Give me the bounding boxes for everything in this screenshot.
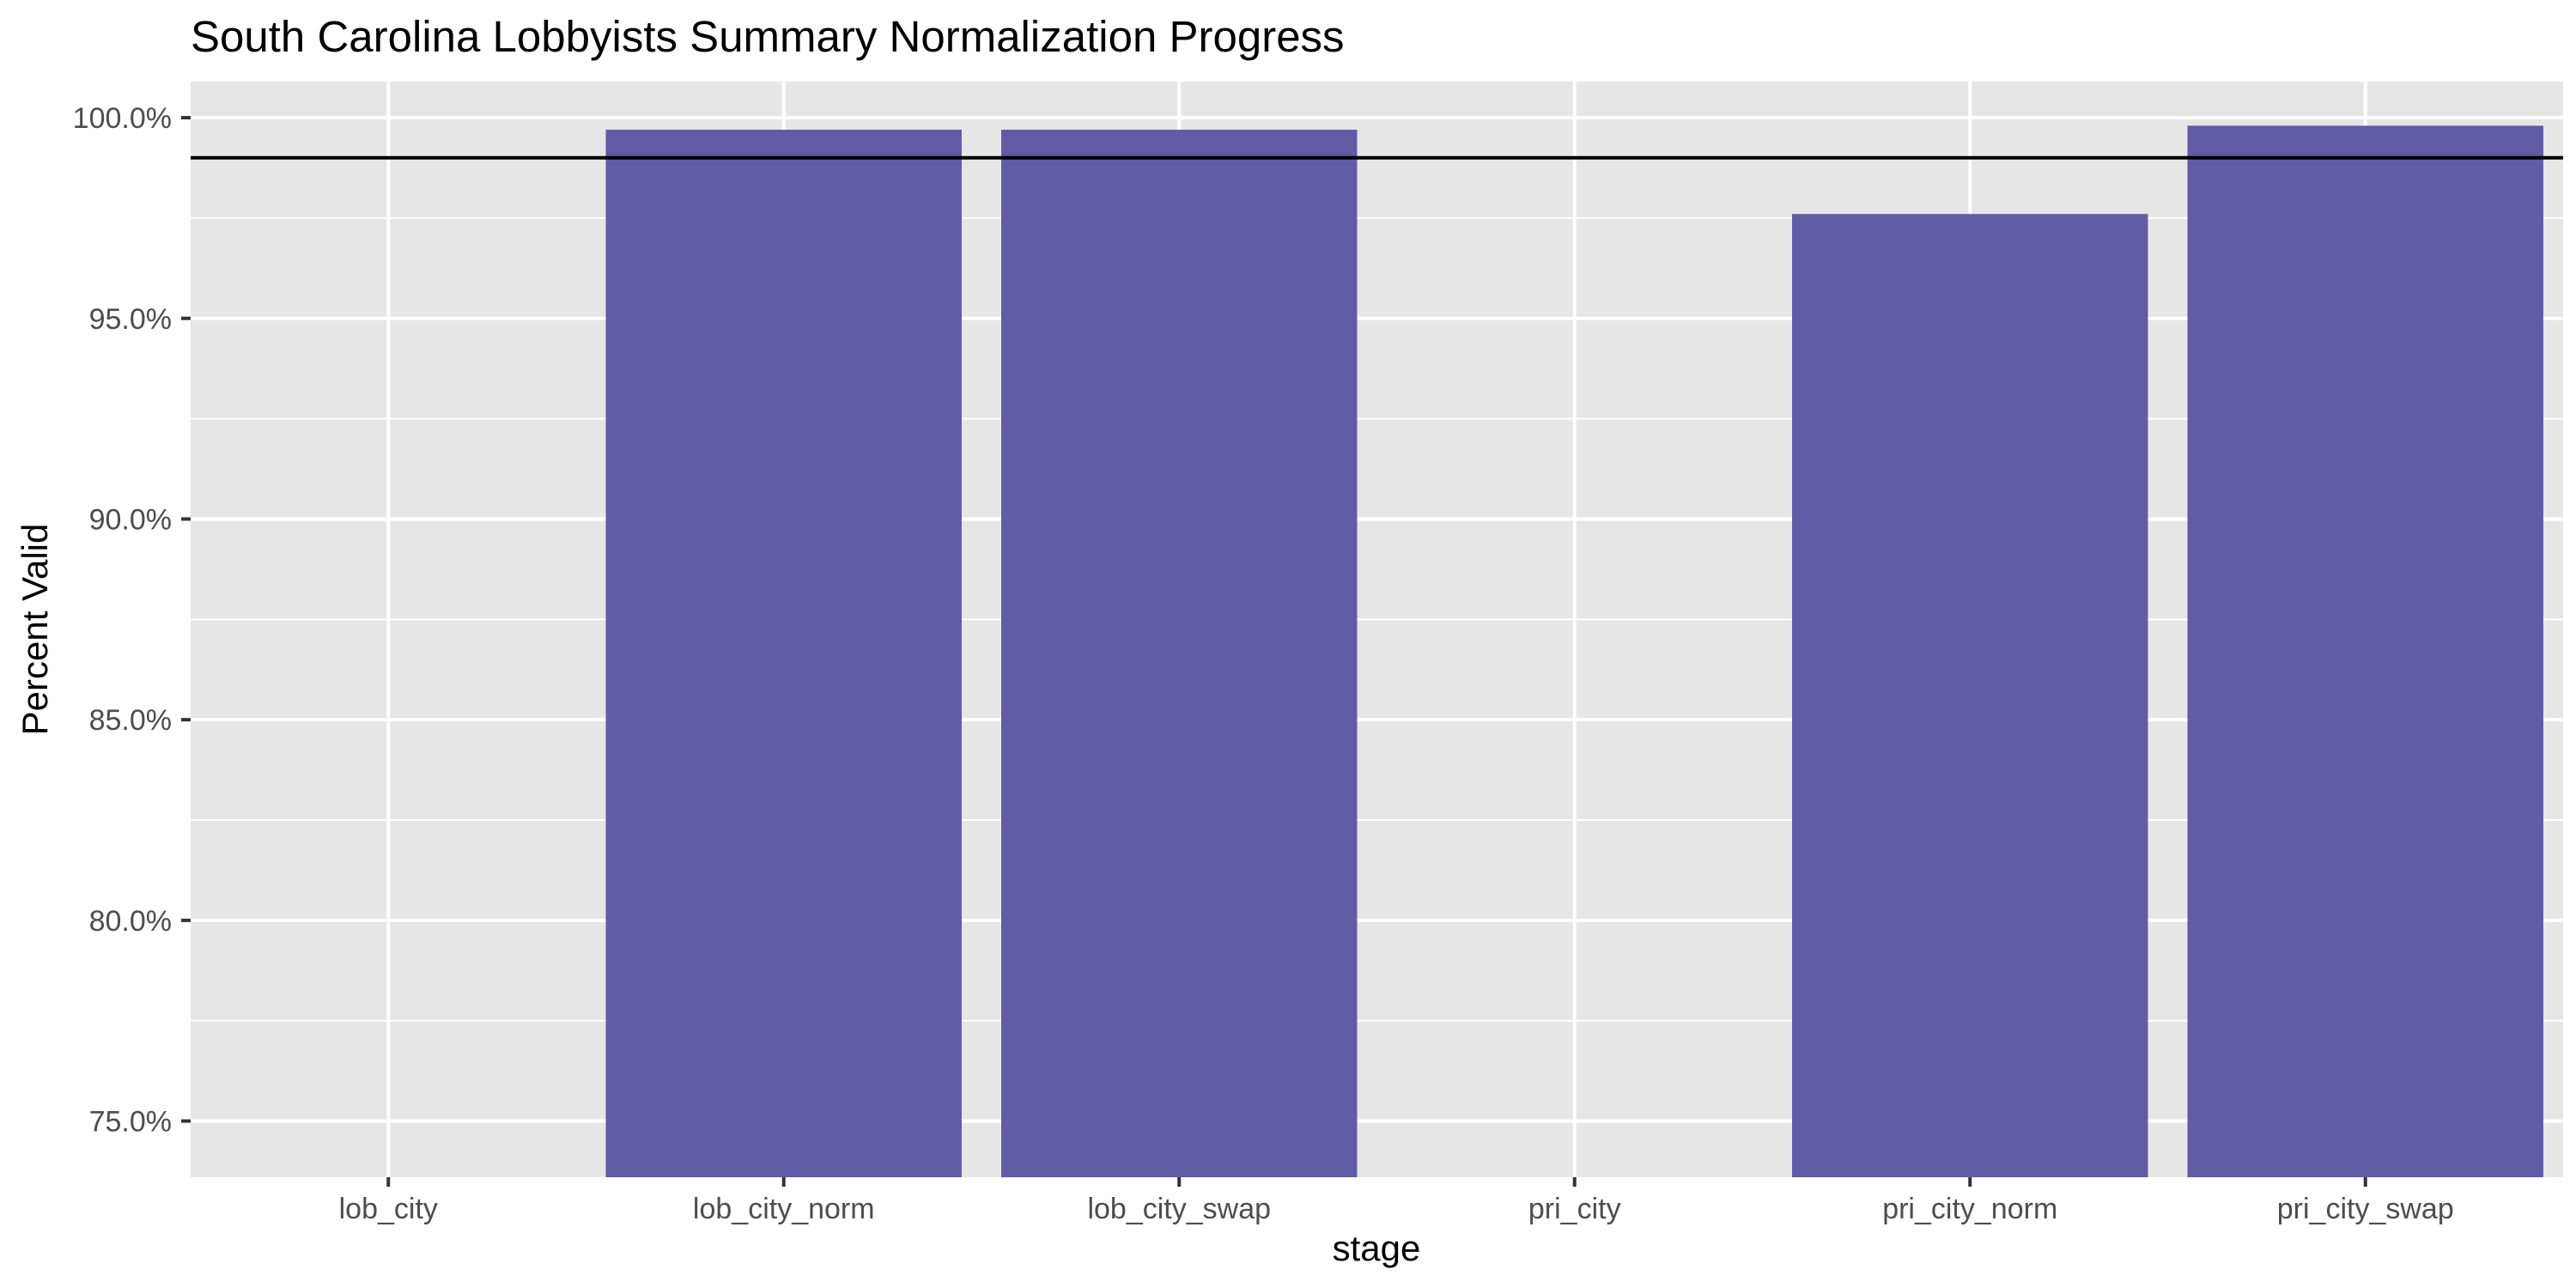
y-axis: 75.0% 80.0% 85.0% 90.0% 95.0% 100.0%: [73, 102, 191, 1139]
y-tick-label: 90.0%: [89, 503, 172, 536]
plot-panel: [191, 82, 2563, 1177]
y-tick-label: 85.0%: [89, 704, 172, 737]
bar-pri_city_swap: [2187, 125, 2543, 1177]
bar-lob_city_swap: [1001, 130, 1358, 1178]
grid-minor: [191, 216, 2563, 1022]
bars: [605, 125, 2543, 1178]
y-tick-label: 100.0%: [73, 102, 172, 135]
y-tick-label: 80.0%: [89, 905, 172, 938]
y-tick-label: 75.0%: [89, 1106, 172, 1139]
x-tick-label: pri_city: [1528, 1193, 1621, 1225]
y-axis-title: Percent Valid: [15, 524, 55, 736]
x-tick-label: pri_city_swap: [2277, 1193, 2454, 1225]
bar-lob_city_norm: [605, 130, 962, 1178]
x-axis-title: stage: [1333, 1228, 1421, 1268]
x-axis: lob_city lob_city_norm lob_city_swap pri_ci…: [339, 1177, 2454, 1225]
x-tick-label: lob_city_norm: [693, 1193, 875, 1225]
bar-pri_city_norm: [1792, 214, 2148, 1178]
x-tick-label: lob_city: [339, 1193, 438, 1225]
x-tick-label: pri_city_norm: [1882, 1193, 2057, 1225]
y-tick-label: 95.0%: [89, 303, 172, 336]
chart-title: South Carolina Lobbyists Summary Normali…: [191, 12, 1345, 61]
x-tick-label: lob_city_swap: [1087, 1193, 1271, 1225]
